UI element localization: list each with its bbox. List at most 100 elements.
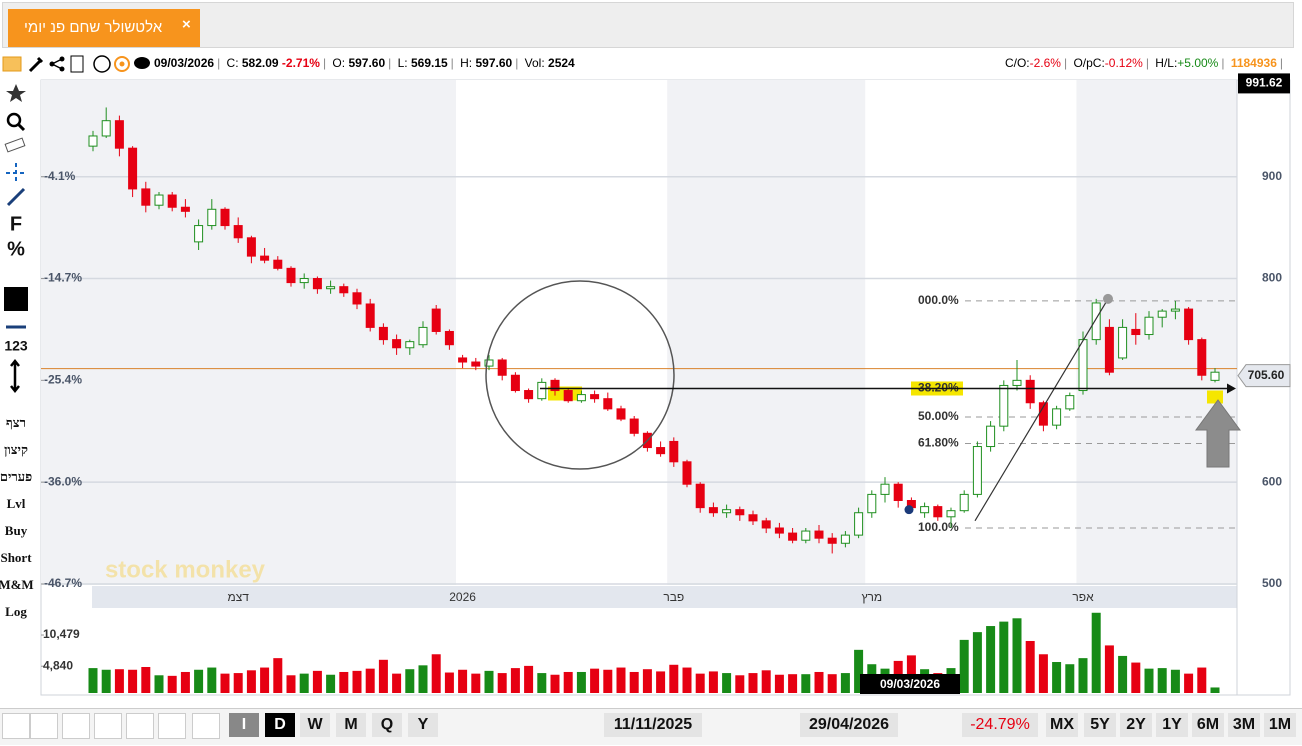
highlight	[1207, 390, 1223, 404]
fib-label: 61.80%	[918, 436, 959, 450]
icon[interactable]	[134, 57, 150, 69]
candle-body	[590, 394, 600, 400]
tool-label[interactable]: 123	[4, 338, 28, 354]
volume-bar	[603, 669, 613, 693]
chart-type-button[interactable]	[158, 713, 186, 739]
tool-label[interactable]: רצף	[6, 415, 26, 430]
candle-body	[510, 374, 520, 392]
tool-label[interactable]: קיצון	[4, 442, 28, 457]
volume-bar	[154, 675, 164, 693]
x-tick-label: מרץ	[861, 590, 882, 604]
interval-button[interactable]: Q	[372, 713, 402, 737]
interval-button[interactable]: M	[336, 713, 366, 737]
candle-body	[444, 330, 454, 346]
icon[interactable]	[93, 55, 111, 73]
interval-button[interactable]: Y	[408, 713, 438, 737]
volume-bar	[788, 674, 798, 693]
candle-body	[1078, 339, 1088, 392]
x-tick-label: אפר	[1072, 590, 1094, 604]
volume-bar	[1118, 655, 1128, 693]
candle-body	[748, 514, 758, 522]
value: 1184936	[1230, 56, 1277, 70]
tool-label[interactable]: פערים	[0, 469, 32, 484]
range-button[interactable]: 3M	[1228, 713, 1260, 737]
candle-body	[180, 206, 190, 212]
nav-button[interactable]	[706, 713, 782, 737]
tool-label[interactable]: %	[7, 238, 25, 260]
range-button[interactable]: 6M	[1192, 713, 1224, 737]
candle-body	[708, 507, 718, 514]
tab[interactable]: אלטשולר שחם פנ יומי ×	[8, 9, 200, 47]
value: 569.15	[410, 56, 448, 70]
volume-bar	[1091, 612, 1101, 693]
candle-body	[431, 308, 441, 332]
tool-icon[interactable]	[6, 84, 26, 102]
candle-body	[1184, 308, 1194, 341]
tool-label[interactable]: Short	[0, 550, 32, 565]
date-from[interactable]: 11/11/2025	[604, 713, 702, 737]
icon[interactable]	[28, 56, 44, 73]
volume-bar	[550, 674, 560, 693]
candle-body	[682, 461, 692, 485]
icon[interactable]	[2, 56, 22, 72]
interval-button[interactable]: I	[229, 713, 259, 737]
chart-type-button[interactable]	[94, 713, 122, 739]
candle-body	[418, 326, 428, 346]
range-button[interactable]: 1M	[1264, 713, 1296, 737]
volume-bar	[972, 632, 982, 693]
icon[interactable]	[70, 55, 84, 73]
icon[interactable]	[51, 58, 63, 70]
candle-body	[524, 390, 534, 400]
volume-bar	[194, 669, 204, 693]
volume-bar	[1052, 662, 1062, 693]
tab-close[interactable]: ×	[182, 16, 191, 33]
tool-label[interactable]: Buy	[5, 523, 28, 538]
chart-type-button[interactable]	[126, 713, 154, 739]
interval-button[interactable]: D	[265, 713, 295, 737]
interval-button[interactable]: W	[300, 713, 330, 737]
icon[interactable]	[114, 56, 130, 72]
toolbar: 09/03/2026 | C: 582.09 -2.71% | O: 597.60 |…	[0, 52, 1300, 76]
left-tick-label: -36.0%	[44, 474, 82, 488]
volume-bar	[761, 670, 771, 693]
bottom-bar: I D W M Q Y 11/11/2025 29/04/2026 -24.79% MX 5Y 2Y 1…	[0, 708, 1302, 745]
volume-bar	[801, 674, 811, 693]
trend-line	[974, 298, 1109, 522]
candle-body	[352, 292, 362, 305]
candle-body	[576, 394, 586, 402]
candle-body	[378, 326, 388, 341]
watermark: stock monkey	[105, 556, 266, 583]
volume-bar	[827, 674, 837, 693]
range-button[interactable]: MX	[1046, 713, 1078, 737]
candle-body	[774, 527, 784, 534]
tool-label[interactable]: M&M	[0, 577, 34, 592]
tool-label[interactable]: Log	[5, 604, 27, 619]
volume-bar	[563, 671, 573, 693]
nav-button[interactable]	[566, 713, 600, 737]
candle-body	[933, 506, 943, 518]
tool-label[interactable]: Lvl	[7, 496, 26, 511]
chart-type-button[interactable]	[192, 713, 220, 739]
candle-body	[299, 278, 309, 284]
chart-type-button[interactable]	[2, 713, 30, 739]
anchor-dot	[1103, 293, 1113, 304]
chart-type-button[interactable]	[30, 713, 58, 739]
range-button[interactable]: 5Y	[1084, 713, 1116, 737]
volume-bar	[1131, 662, 1141, 693]
candle-body	[405, 341, 415, 349]
range-button[interactable]: 1Y	[1156, 713, 1188, 737]
fib-label: 50.00%	[918, 409, 959, 423]
candle-body	[1144, 316, 1154, 336]
tool-label[interactable]: F	[10, 213, 22, 235]
tool-icon	[10, 358, 20, 394]
volume-bar	[260, 667, 270, 693]
volume-bar	[748, 673, 758, 693]
candle-body	[1131, 328, 1141, 336]
volume-bar	[1184, 673, 1194, 693]
range-button[interactable]: 2Y	[1120, 713, 1152, 737]
date-to[interactable]: 29/04/2026	[800, 713, 898, 737]
last-price-label: 705.60	[1248, 368, 1285, 382]
chart-type-button[interactable]	[62, 713, 90, 739]
volume-bar	[431, 654, 441, 693]
price-tag	[1237, 364, 1291, 388]
